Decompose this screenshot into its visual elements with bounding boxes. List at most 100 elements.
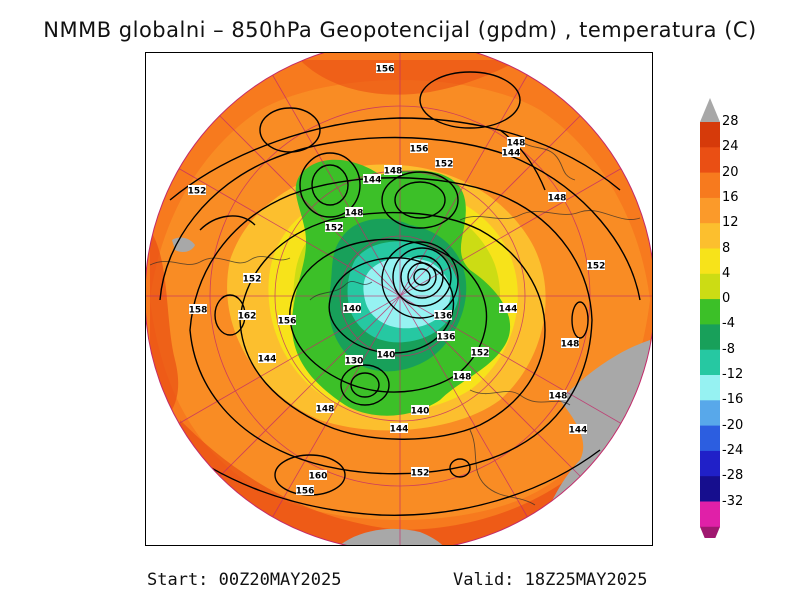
colorbar-bottom-arrow	[700, 526, 720, 538]
contour-label: 152	[325, 222, 344, 234]
colorbar-segment	[700, 349, 720, 376]
contour-label-bg	[549, 390, 567, 400]
contour-label-text: 152	[325, 224, 344, 234]
contour-label-bg	[238, 310, 256, 320]
contour-label: 158	[189, 304, 208, 316]
contour-label: 148	[345, 207, 364, 219]
contour-labels: 1561481441561521481441521481481521521521…	[188, 63, 606, 497]
contour-label: 130	[345, 355, 364, 367]
contour-label-text: 148	[384, 167, 403, 177]
contour-label-bg	[548, 192, 566, 202]
contour-label: 144	[569, 424, 588, 436]
contour-label-text: 144	[390, 425, 409, 435]
colorbar-segment	[700, 147, 720, 174]
colorbar-segment	[700, 273, 720, 300]
contour-label: 156	[410, 143, 429, 155]
contour-label: 148	[453, 371, 471, 383]
contour-label-bg	[384, 165, 402, 175]
colorbar-tick-label: -24	[722, 442, 744, 458]
contour-label: 156	[296, 485, 314, 497]
chart-title: NMMB globalni – 850hPa Geopotencijal (gp…	[43, 18, 757, 42]
contour-label: 152	[435, 158, 453, 170]
contour-label: 136	[437, 331, 455, 343]
colorbar-segment	[700, 197, 720, 224]
colorbar-tick-label: 4	[722, 265, 731, 281]
colorbar-tick-label: 24	[722, 139, 739, 155]
contour-label: 148	[384, 165, 403, 177]
contour-label-bg	[410, 143, 428, 153]
contour-label: 152	[243, 273, 262, 285]
terrain-mask-south	[330, 528, 450, 545]
colorbar-tick-label: 16	[722, 189, 739, 205]
contour-label-bg	[243, 273, 261, 283]
colorbar-tick-label: 0	[722, 291, 731, 307]
colorbar-tick-label: -12	[722, 367, 744, 382]
contour-label-bg	[188, 185, 206, 195]
contour-label-text: 148	[548, 194, 567, 204]
colorbar-segment	[700, 375, 720, 401]
contour-label-bg	[189, 304, 207, 314]
colorbar-segment	[700, 400, 720, 427]
contour-label: 148	[548, 192, 567, 204]
contour-label-bg	[435, 158, 453, 168]
colorbar-segment	[700, 501, 720, 528]
contour-label-text: 156	[278, 317, 297, 327]
contour-label-bg	[377, 349, 395, 359]
contour-label: 144	[499, 303, 518, 315]
contour-label: 148	[549, 390, 568, 402]
contour-label-bg	[453, 371, 471, 381]
contour-label-bg	[499, 303, 517, 313]
contour-label: 140	[411, 405, 430, 417]
contour-label-bg	[345, 355, 363, 365]
contour-label: 148	[561, 338, 579, 350]
start-time: Start: 00Z20MAY2025	[147, 570, 342, 590]
contour-label-text: 148	[316, 405, 335, 415]
colorbar-tick-label: 8	[722, 240, 731, 256]
contour-label-text: 130	[345, 357, 364, 367]
colorbar-tick-label: -4	[722, 316, 735, 332]
contour-label-bg	[411, 467, 429, 477]
contour-label-text: 152	[188, 187, 207, 197]
contour-label: 152	[587, 260, 606, 272]
colorbar-tick-label: 12	[722, 215, 739, 231]
contour-label-bg	[345, 207, 363, 217]
colorbar-segment	[700, 122, 720, 148]
contour-label-text: 152	[587, 262, 606, 272]
contour-label-bg	[363, 174, 381, 184]
contour-label-bg	[434, 310, 452, 320]
contour-label-text: 148	[549, 392, 568, 402]
contour-label-text: 144	[258, 355, 277, 365]
contour-label-text: 158	[189, 306, 208, 316]
contour-label-text: 160	[309, 472, 328, 482]
contour-label: 144	[390, 423, 409, 435]
colorbar-tick-label: -32	[722, 493, 744, 509]
contour-label: 136	[434, 310, 452, 322]
contour-label-text: 152	[243, 275, 262, 285]
contour-label-bg	[316, 403, 334, 413]
contour-label: 156	[278, 315, 297, 327]
contour-label-bg	[258, 353, 276, 363]
contour-label-text: 140	[343, 305, 362, 315]
colorbar-tick-label: -28	[722, 468, 744, 484]
contour-label-text: 140	[411, 407, 430, 417]
contour-label-text: 152	[471, 349, 490, 359]
contour-label-bg	[569, 424, 587, 434]
contour-label-text: 152	[411, 469, 430, 479]
contour-label-bg	[587, 260, 605, 270]
colorbar-tick-label: -20	[722, 417, 744, 433]
colorbar-segment	[700, 299, 720, 325]
contour-label: 144	[258, 353, 277, 365]
contour-label: 140	[343, 303, 362, 315]
colorbar-tick-label: -16	[722, 392, 744, 408]
colorbar-tick-label: 20	[722, 164, 739, 180]
contour-label-bg	[296, 485, 314, 495]
contour-label: 152	[411, 467, 430, 479]
colorbar-segment	[700, 223, 720, 249]
contour-label-bg	[390, 423, 408, 433]
contour-label-text: 144	[569, 426, 588, 436]
contour-label: 140	[377, 349, 395, 361]
contour-label-text: 148	[345, 209, 364, 219]
contour-label-text: 144	[499, 305, 518, 315]
contour-label-text: 156	[410, 145, 429, 155]
